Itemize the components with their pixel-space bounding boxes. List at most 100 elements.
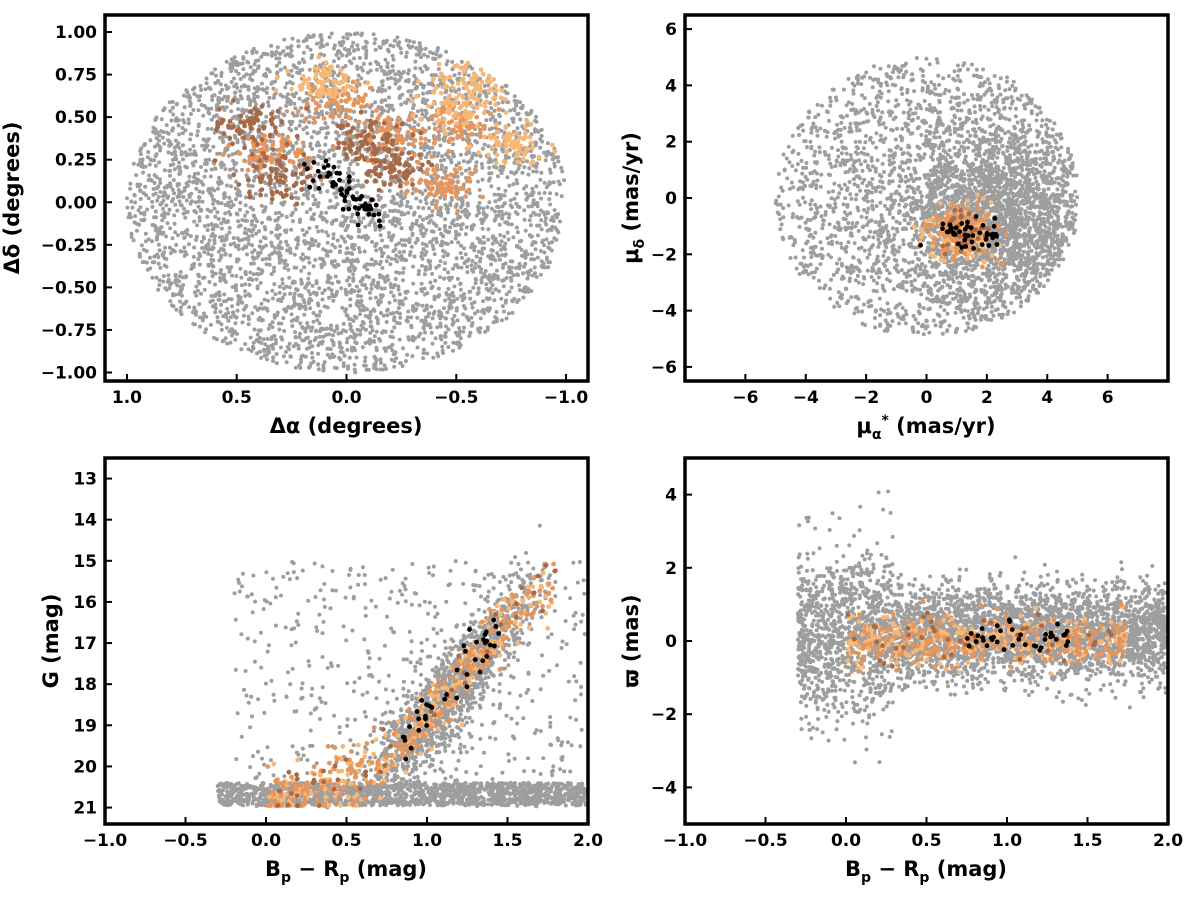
sky-field-star (387, 234, 392, 239)
sky-field-star (534, 184, 539, 189)
sky-field-star (166, 150, 171, 155)
sky-field-star (293, 207, 298, 212)
sky-field-star (472, 244, 477, 249)
sky-field-star (228, 62, 233, 67)
sky-field-star (293, 365, 298, 370)
sky-field-star (312, 129, 316, 134)
sky-field-star (370, 240, 375, 244)
sky-field-star (481, 235, 486, 240)
sky-field-star (378, 259, 383, 264)
sky-field-star (508, 259, 513, 264)
sky-field-star (556, 159, 561, 164)
sky-field-star (251, 207, 256, 212)
sky-field-star (234, 211, 239, 216)
sky-field-star (199, 87, 204, 92)
sky-field-star (381, 313, 386, 318)
sky-field-star (226, 200, 231, 205)
sky-member-star (429, 154, 435, 160)
sky-field-star (131, 161, 136, 166)
sky-field-star (417, 214, 422, 219)
sky-member-star (425, 183, 431, 189)
sky-field-star (191, 254, 196, 259)
sky-field-star (416, 272, 421, 277)
sky-field-star (539, 259, 544, 264)
sky-member-star (420, 162, 425, 168)
sky-field-star (373, 100, 378, 105)
sky-field-star (457, 329, 462, 334)
sky-field-star (355, 259, 360, 264)
sky-field-star (229, 199, 234, 204)
sky-member-star (484, 99, 489, 105)
sky-field-star (394, 270, 399, 275)
sky-field-star (355, 128, 360, 133)
sky-field-star (491, 277, 496, 281)
sky-field-star (222, 94, 227, 99)
sky-field-star (195, 133, 200, 138)
sky-field-star (383, 349, 388, 353)
sky-field-star (161, 279, 166, 284)
sky-field-star (199, 103, 204, 107)
sky-field-star (348, 162, 353, 167)
sky-field-star (389, 76, 394, 80)
sky-field-star (399, 189, 404, 194)
sky-field-star (284, 228, 289, 233)
sky-field-star (154, 275, 159, 280)
sky-field-star (369, 286, 374, 291)
sky-field-star (410, 44, 415, 49)
sky-field-star (287, 275, 292, 280)
sky-field-star (449, 240, 454, 245)
sky-field-star (452, 313, 457, 318)
sky-field-star (197, 302, 202, 307)
sky-member-star (413, 188, 419, 193)
sky-field-star (439, 213, 444, 218)
sky-field-star (162, 168, 167, 173)
sky-field-star (277, 284, 282, 289)
sky-field-star (378, 275, 383, 280)
sky-member-star (331, 79, 336, 85)
sky-field-star (391, 294, 396, 298)
sky-field-star (552, 161, 557, 166)
sky-member-star (457, 166, 463, 171)
sky-member-star (282, 175, 288, 180)
sky-field-star (143, 239, 148, 244)
sky-field-star (380, 266, 385, 270)
sky-field-star (360, 345, 365, 350)
sky-field-star (325, 189, 330, 194)
sky-field-star (444, 49, 449, 54)
sky-field-star (451, 266, 456, 271)
sky-field-star (236, 107, 241, 112)
sky-field-star (499, 209, 504, 214)
sky-field-star (481, 307, 486, 312)
sky-member-star (486, 152, 491, 158)
sky-field-star (322, 304, 327, 309)
sky-field-star (266, 344, 270, 349)
sky-field-star (332, 259, 337, 263)
sky-field-star (175, 183, 180, 188)
sky-field-star (310, 283, 315, 288)
sky-field-star (402, 257, 407, 262)
sky-field-star (418, 44, 423, 49)
sky-field-star (376, 193, 381, 198)
sky-field-star (530, 204, 534, 209)
sky-field-star (192, 322, 197, 327)
sky-field-star (463, 168, 468, 173)
sky-field-star (206, 263, 211, 268)
sky-field-star (482, 142, 487, 147)
sky-field-star (258, 280, 263, 285)
sky-field-star (479, 217, 484, 222)
sky-field-star (331, 218, 336, 223)
sky-member-star (444, 173, 449, 179)
sky-member-star (469, 131, 475, 137)
sky-field-star (448, 225, 453, 230)
sky-member-star (329, 110, 335, 116)
sky-field-star (311, 34, 316, 39)
sky-field-star (308, 339, 313, 344)
sky-field-star (277, 290, 282, 295)
sky-field-star (270, 320, 275, 325)
sky-field-star (508, 275, 513, 280)
sky-field-star (280, 132, 285, 137)
sky-field-star (427, 126, 432, 130)
sky-field-star (387, 231, 391, 235)
sky-field-star (275, 45, 280, 50)
sky-member-star (346, 115, 352, 120)
